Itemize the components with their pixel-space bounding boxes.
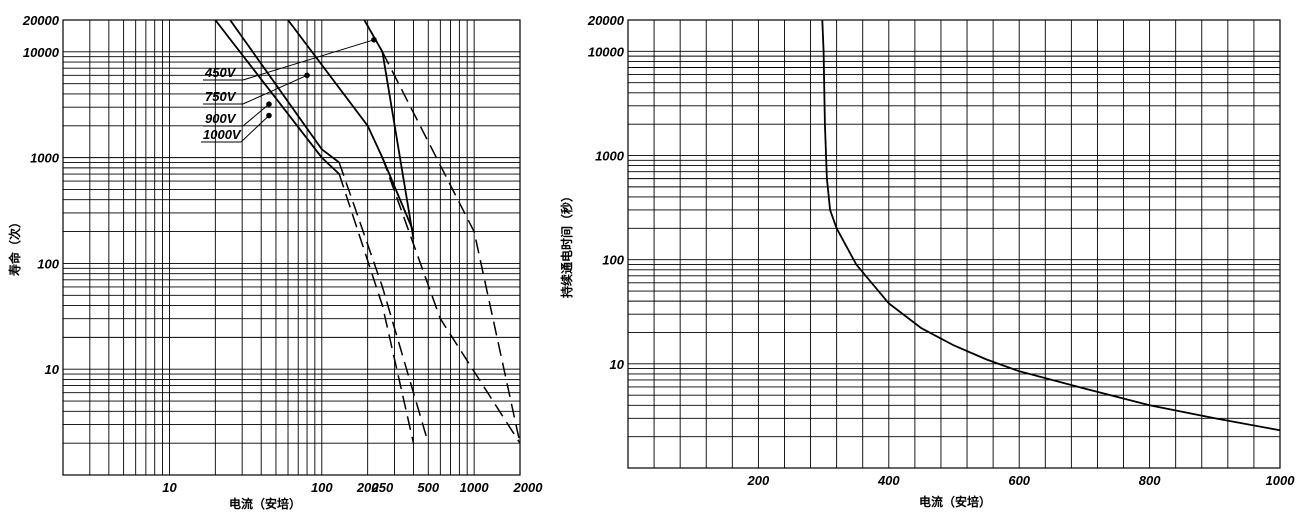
series-900V: 900V <box>203 19 430 444</box>
series-1000V: 1000V <box>201 19 415 444</box>
x-tick-label: 600 <box>1008 473 1030 488</box>
x-axis-title: 电流（安培） <box>919 494 991 509</box>
legend-label-750V: 750V <box>205 89 237 104</box>
x-tick-label: 10 <box>162 480 177 495</box>
x-tick-label: 200 <box>747 473 770 488</box>
y-tick-label: 20000 <box>587 13 625 28</box>
marker-450V <box>371 36 377 43</box>
leader-line <box>240 115 270 143</box>
leader-line <box>242 39 375 81</box>
y-axis-title: 寿命（次） <box>7 216 22 276</box>
x-tick-label: 2000 <box>513 480 544 495</box>
y-tick-label: 1000 <box>30 151 60 166</box>
curve-dashed-900V <box>338 162 430 444</box>
x-tick-label: 200 <box>356 480 379 495</box>
grid <box>63 20 520 475</box>
legend-label-450V: 450V <box>204 65 237 80</box>
duration-curve <box>821 19 1281 432</box>
curve-dashed-1000V <box>338 173 415 444</box>
leader-line <box>242 103 270 127</box>
grid <box>628 20 1280 468</box>
curve-solid-1000V <box>214 19 340 175</box>
curve-solid-750V <box>287 19 415 232</box>
series-750V: 750V <box>203 19 521 444</box>
marker-750V <box>304 72 310 79</box>
x-tick-label: 250 <box>371 480 394 495</box>
y-axis-title: 持续通电时间（秒） <box>559 190 574 298</box>
y-tick-label: 20000 <box>22 13 60 28</box>
x-tick-label: 1000 <box>460 480 490 495</box>
series-450V: 450V <box>203 19 521 444</box>
x-tick-label: 400 <box>877 473 900 488</box>
leader-line <box>242 74 308 105</box>
x-tick-label: 1000 <box>1266 473 1296 488</box>
y-tick-label: 10 <box>45 362 60 377</box>
series-duration <box>821 19 1281 432</box>
curve-solid-450V <box>363 19 415 240</box>
plot-frame <box>627 19 1281 469</box>
x-axis-title: 电流（安培） <box>229 496 301 511</box>
y-tick-label: 10000 <box>23 45 60 60</box>
y-tick-label: 100 <box>602 253 624 268</box>
y-tick-label: 100 <box>37 256 59 271</box>
y-tick-label: 10000 <box>588 44 625 59</box>
legend-label-1000V: 1000V <box>203 127 242 142</box>
curve-dashed-450V <box>381 51 521 444</box>
x-tick-label: 500 <box>417 480 439 495</box>
x-tick-label: 100 <box>311 480 333 495</box>
curve-dashed-750V <box>381 157 521 444</box>
x-tick-label: 800 <box>1139 473 1161 488</box>
y-tick-label: 10 <box>610 357 625 372</box>
right-chart: 10 100 1000 10000 20000 200 400 600 800 1000 电流（安培… <box>559 13 1295 509</box>
legend-label-900V: 900V <box>205 111 237 126</box>
curve-solid-900V <box>229 19 340 164</box>
plot-frame <box>62 19 521 476</box>
y-tick-label: 1000 <box>595 149 625 164</box>
